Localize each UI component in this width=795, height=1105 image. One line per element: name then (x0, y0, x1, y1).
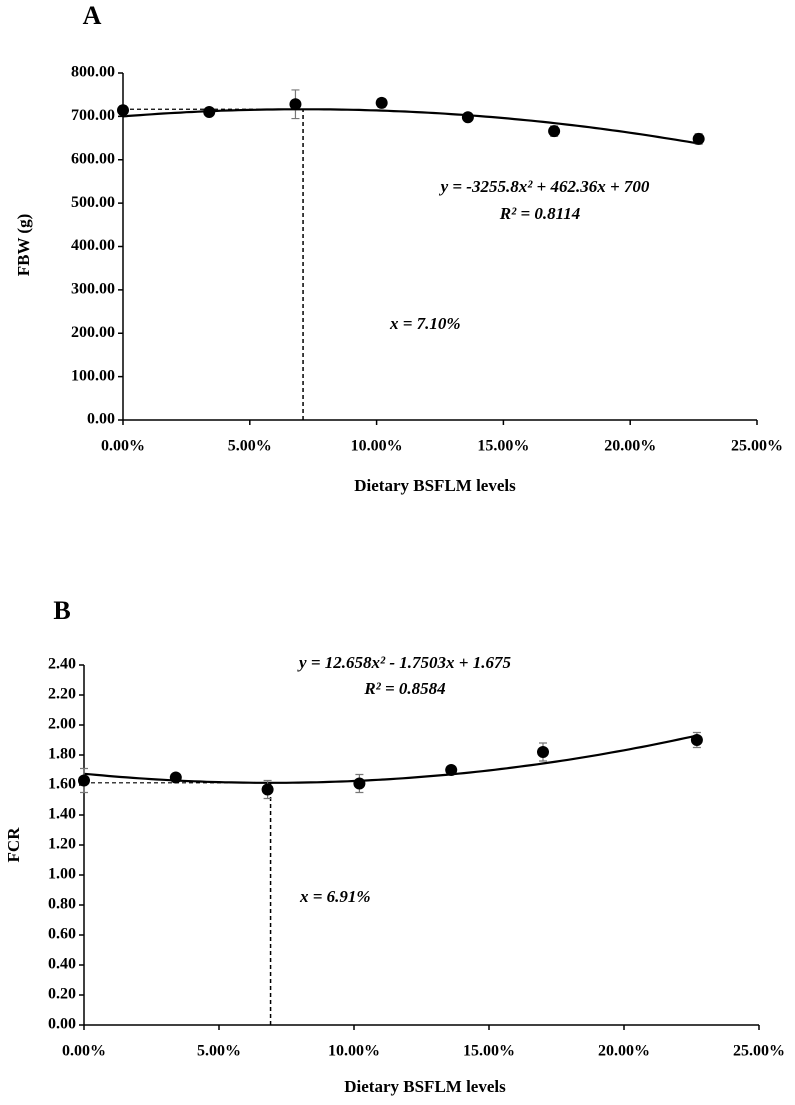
y-tick-label: 1.60 (48, 776, 76, 793)
optimum-label: x = 6.91% (299, 887, 371, 906)
y-tick-label: 1.40 (48, 806, 76, 823)
data-point (537, 746, 549, 758)
data-point (353, 777, 366, 790)
y-tick-label: 600.00 (71, 150, 115, 167)
data-point (692, 132, 705, 145)
x-tick-label: 20.00% (598, 1043, 650, 1060)
y-axis-label: FCR (4, 827, 23, 863)
y-tick-label: 0.40 (48, 956, 76, 973)
r-squared: R² = 0.8584 (363, 679, 445, 698)
y-tick-label: 100.00 (71, 367, 115, 384)
y-tick-label: 200.00 (71, 324, 115, 341)
y-tick-label: 2.00 (48, 716, 76, 733)
y-tick-label: 0.80 (48, 896, 76, 913)
y-tick-label: 0.20 (48, 986, 76, 1003)
data-point (690, 734, 703, 746)
data-point (203, 106, 216, 119)
y-tick-label: 500.00 (71, 194, 115, 211)
y-tick-label: 0.60 (48, 926, 76, 943)
data-point (261, 783, 274, 796)
x-tick-label: 25.00% (733, 1043, 785, 1060)
y-tick-label: 1.80 (48, 746, 76, 763)
x-tick-label: 15.00% (463, 1043, 515, 1060)
y-tick-label: 2.40 (48, 656, 76, 673)
data-point (78, 774, 90, 787)
x-tick-label: 25.00% (731, 438, 783, 455)
equation: y = -3255.8x² + 462.36x + 700 (439, 177, 650, 196)
trendline (83, 734, 698, 784)
equation: y = 12.658x² - 1.7503x + 1.675 (297, 653, 511, 672)
data-point (117, 104, 129, 117)
y-tick-label: 2.20 (48, 686, 76, 703)
y-tick-label: 0.00 (48, 1016, 76, 1033)
y-tick-label: 1.00 (48, 866, 76, 883)
data-point (461, 111, 474, 124)
optimum-label: x = 7.10% (389, 314, 461, 333)
data-point (548, 125, 561, 138)
y-tick-label: 400.00 (71, 237, 115, 254)
x-tick-label: 5.00% (197, 1043, 241, 1060)
y-tick-label: 700.00 (71, 107, 115, 124)
panel-label: A (83, 1, 102, 30)
x-axis-label: Dietary BSFLM levels (354, 476, 516, 495)
panel-label: B (53, 596, 70, 625)
trendline (122, 108, 699, 145)
x-tick-label: 0.00% (62, 1043, 106, 1060)
x-tick-label: 10.00% (328, 1043, 380, 1060)
y-tick-label: 1.20 (48, 836, 76, 853)
x-tick-label: 5.00% (228, 438, 272, 455)
x-tick-label: 20.00% (604, 438, 656, 455)
data-point (169, 771, 182, 784)
y-tick-label: 800.00 (71, 64, 115, 81)
data-point (445, 764, 458, 776)
data-point (289, 98, 302, 111)
x-tick-label: 15.00% (477, 438, 529, 455)
x-tick-label: 10.00% (351, 438, 403, 455)
y-axis-label: FBW (g) (14, 214, 33, 277)
y-tick-label: 0.00 (87, 411, 115, 428)
data-point (375, 96, 388, 109)
y-tick-label: 300.00 (71, 281, 115, 298)
x-tick-label: 0.00% (101, 438, 145, 455)
r-squared: R² = 0.8114 (499, 204, 580, 223)
x-axis-label: Dietary BSFLM levels (344, 1077, 506, 1096)
